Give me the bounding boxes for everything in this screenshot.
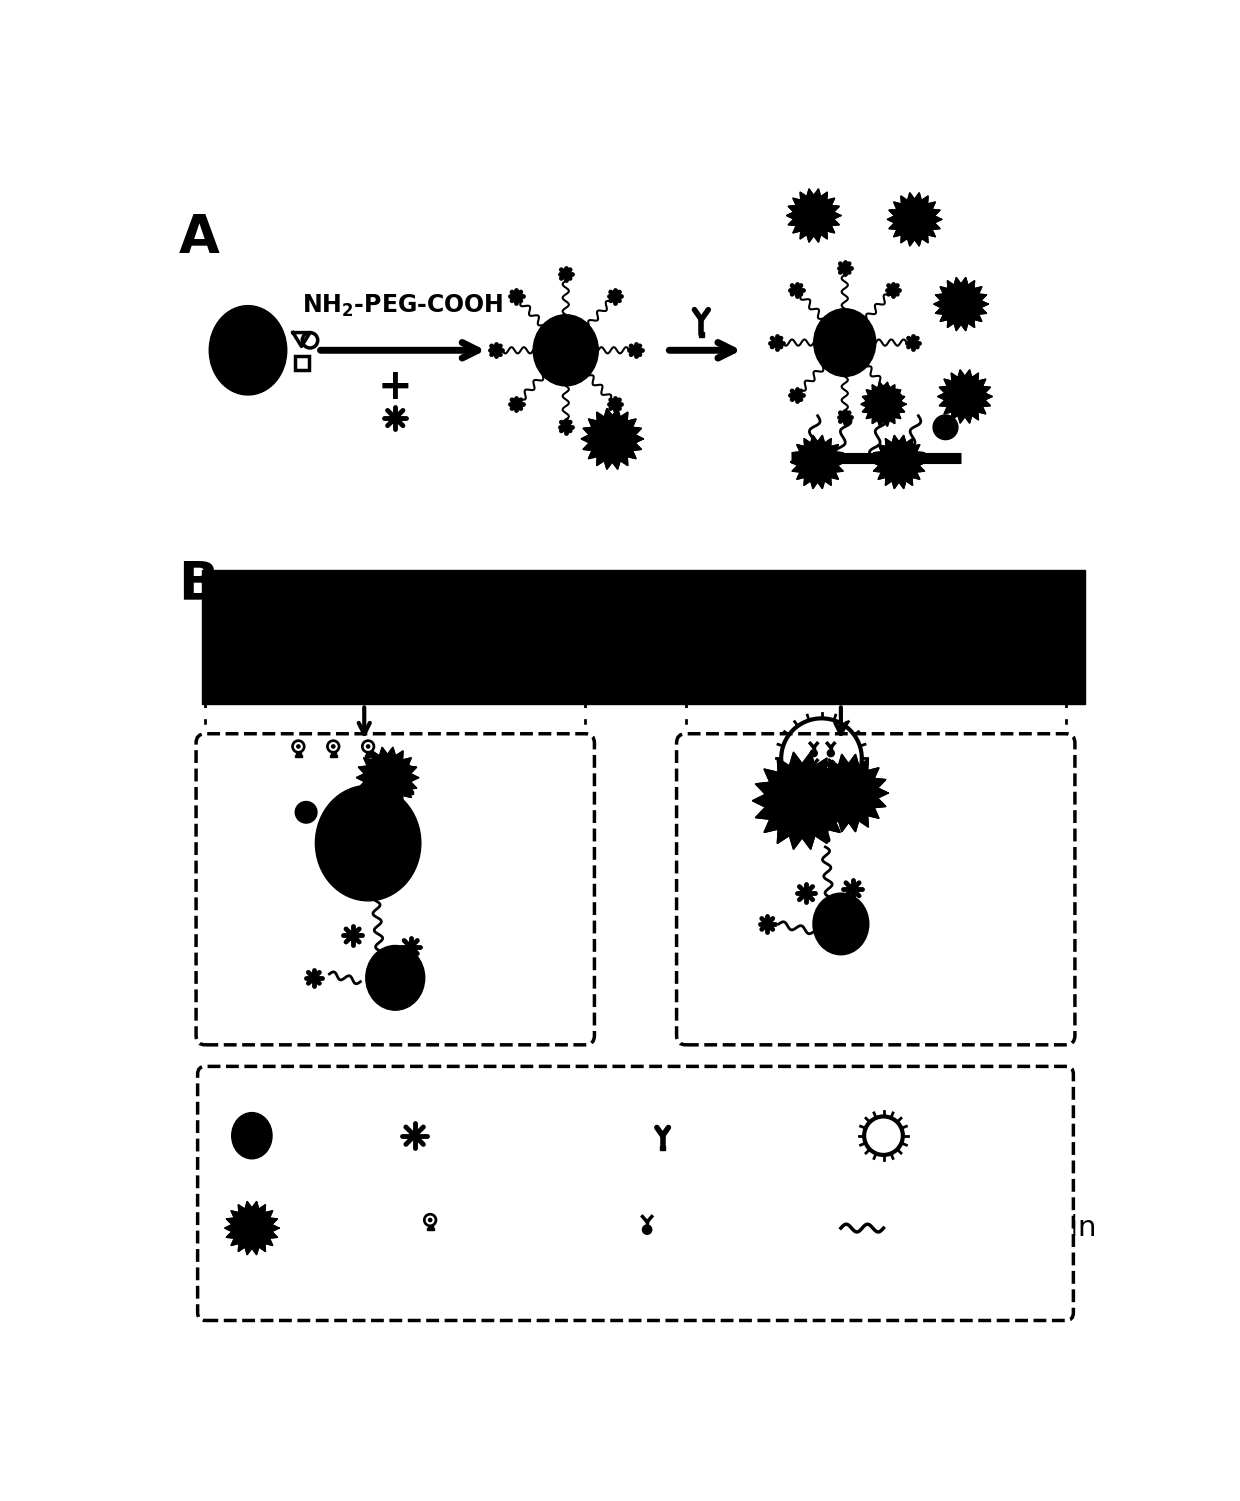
Text: Streptavidin: Streptavidin (438, 1121, 615, 1150)
Bar (330, 755, 337, 757)
Ellipse shape (813, 893, 869, 955)
Circle shape (810, 767, 817, 773)
Bar (366, 746, 371, 755)
Text: +: + (378, 366, 413, 408)
Text: Ab-biotin: Ab-biotin (689, 1121, 821, 1150)
Bar (826, 838, 830, 842)
Polygon shape (786, 189, 841, 242)
Polygon shape (888, 192, 941, 246)
Bar (296, 746, 301, 755)
Circle shape (827, 749, 835, 757)
Bar (698, 332, 704, 338)
Text: MB: MB (458, 1214, 502, 1243)
Polygon shape (224, 1201, 279, 1255)
Circle shape (826, 769, 833, 775)
Polygon shape (357, 747, 419, 808)
Text: QD-Ab: QD-Ab (671, 1214, 764, 1243)
Polygon shape (808, 755, 888, 832)
FancyBboxPatch shape (677, 734, 1075, 1045)
Polygon shape (872, 435, 926, 488)
FancyBboxPatch shape (196, 734, 594, 1045)
Ellipse shape (315, 785, 420, 901)
Circle shape (932, 414, 957, 440)
Text: B: B (179, 558, 218, 611)
Ellipse shape (366, 946, 424, 1010)
Polygon shape (582, 408, 644, 470)
Bar (409, 791, 413, 794)
Circle shape (424, 1214, 436, 1226)
Text: A: A (179, 212, 219, 264)
Circle shape (642, 1225, 652, 1234)
Text: $\mathbf{NH_2}$-PEG-COOH: $\mathbf{NH_2}$-PEG-COOH (303, 293, 503, 320)
Bar (428, 1220, 433, 1228)
Bar (427, 1228, 434, 1231)
Polygon shape (937, 369, 992, 423)
Circle shape (362, 740, 374, 754)
Bar (399, 776, 402, 779)
Polygon shape (791, 435, 844, 488)
Polygon shape (861, 383, 906, 426)
Circle shape (810, 749, 817, 757)
Circle shape (291, 740, 305, 754)
Ellipse shape (533, 315, 598, 386)
Text: Exosome: Exosome (283, 1214, 415, 1243)
Circle shape (327, 740, 340, 754)
Bar (295, 356, 309, 369)
Ellipse shape (232, 1112, 272, 1159)
Bar (201, 570, 1085, 704)
FancyBboxPatch shape (197, 1066, 1074, 1321)
Ellipse shape (813, 309, 875, 377)
Bar (331, 746, 336, 755)
Text: FV: FV (913, 1121, 949, 1150)
Ellipse shape (210, 306, 286, 395)
Bar (295, 755, 301, 757)
Bar (660, 1145, 665, 1150)
Polygon shape (934, 278, 988, 330)
Circle shape (295, 802, 317, 823)
Text: Gelatin-biotin: Gelatin-biotin (899, 1214, 1096, 1243)
Bar (365, 755, 372, 757)
Polygon shape (753, 752, 852, 850)
Text: PS: PS (283, 1121, 319, 1150)
